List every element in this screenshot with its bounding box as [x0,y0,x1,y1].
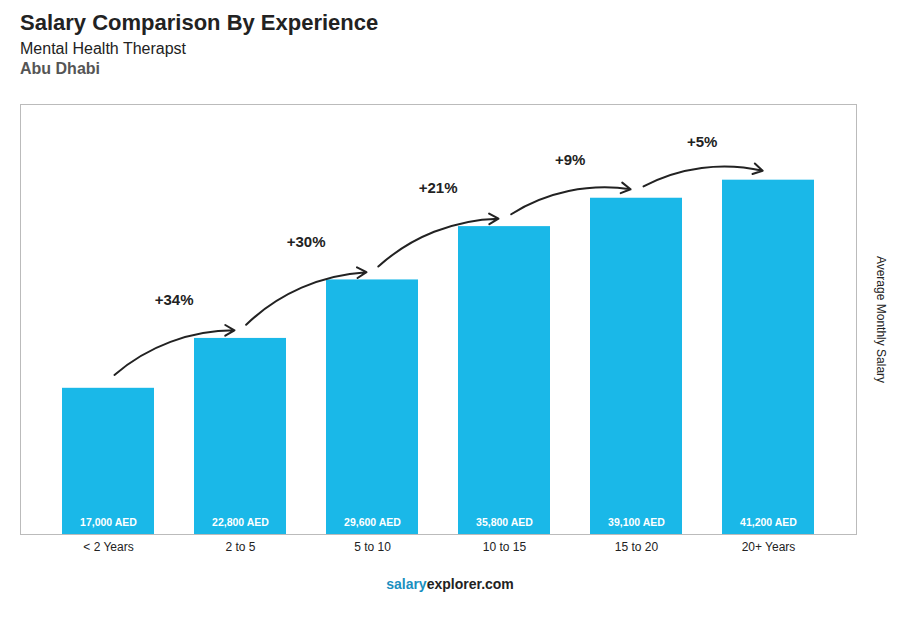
html-text:Salary Comparison By Experienc: Salary Comparison By Experience [20,10,379,35]
svg-text:5 to 10: 5 to 10 [354,540,391,554]
svg-text:< 2 Years: < 2 Years [83,540,133,554]
svg-text:20+ Years: 20+ Years [742,540,796,554]
svg-text:10 to 15: 10 to 15 [483,540,527,554]
svg-text:Average Monthly Salary: Average Monthly Salary [874,256,888,383]
svg-text:41,200 AED: 41,200 AED [740,516,797,528]
svg-text:+34%: +34% [155,291,194,308]
svg-text:17,000 AED: 17,000 AED [80,516,137,528]
html-text:Mental Health Therapst: Mental Health Therapst [20,40,186,57]
svg-text:39,100 AED: 39,100 AED [608,516,665,528]
svg-text:29,600 AED: 29,600 AED [344,516,401,528]
svg-text:22,800 AED: 22,800 AED [212,516,269,528]
svg-text:+9%: +9% [555,151,585,168]
svg-text:2 to 5: 2 to 5 [225,540,255,554]
html-text:Abu Dhabi: Abu Dhabi [20,60,100,77]
svg-text:+5%: +5% [687,133,717,150]
html-text:salary explorer.com: salary explorer.com [386,576,514,592]
svg-text:35,800 AED: 35,800 AED [476,516,533,528]
svg-text:+30%: +30% [287,233,326,250]
svg-text:+21%: +21% [419,179,458,196]
svg-text:15 to 20: 15 to 20 [615,540,659,554]
